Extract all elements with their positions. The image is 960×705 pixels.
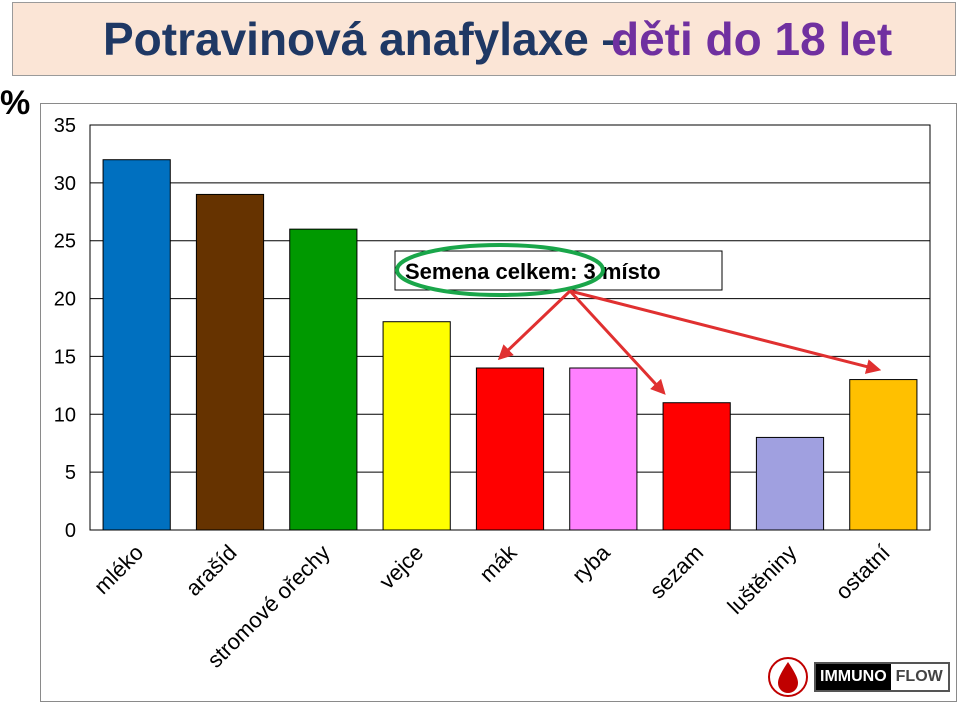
category-label: vejce [374,540,428,594]
callout-ellipse [395,243,605,297]
y-axis-unit: % [0,84,31,122]
bar-8 [755,436,825,531]
y-tick-label: 5 [65,462,76,484]
category-label: sezam [645,540,708,603]
callout-box [394,250,723,291]
category-label: mléko [89,540,148,599]
y-tick-label: 25 [54,231,76,253]
category-label: ostatní [830,540,894,604]
logo-wordmark: IMMUNO FLOW [814,662,950,692]
y-tick-label: 20 [54,289,76,311]
bar-4 [382,321,451,531]
y-tick-label: 10 [54,404,76,426]
logo-text-immuno: IMMUNO [816,664,891,690]
bar-2 [195,193,265,531]
y-tick-label: 30 [54,173,76,195]
category-label: ryba [567,539,615,587]
bar-7 [662,402,731,531]
bar-5 [475,367,545,531]
category-label: luštěniny [722,540,801,619]
title-main: Potravinová anafylaxe – [103,13,628,65]
callout-text: Semena celkem: 3.místo [405,259,661,284]
bar-6 [569,367,638,531]
title-banner: Potravinová anafylaxe – děti do 18 let [12,2,956,76]
callout-arrow [568,289,666,395]
y-tick-label: 15 [54,346,76,368]
title-accent: děti do 18 let [611,13,893,65]
callout-arrow [569,289,882,374]
logo-text-flow: FLOW [890,664,948,690]
y-tick-label: 0 [65,520,76,542]
bar-9 [849,379,918,531]
category-label: mák [474,539,522,587]
immunoflow-logo: IMMUNO FLOW [766,652,950,698]
y-tick-label: 35 [54,115,76,137]
blood-drop-icon [768,657,808,697]
bar-1 [102,159,171,531]
category-label: arašíd [181,540,242,601]
bar-3 [289,228,358,531]
callout-arrow [497,289,572,361]
